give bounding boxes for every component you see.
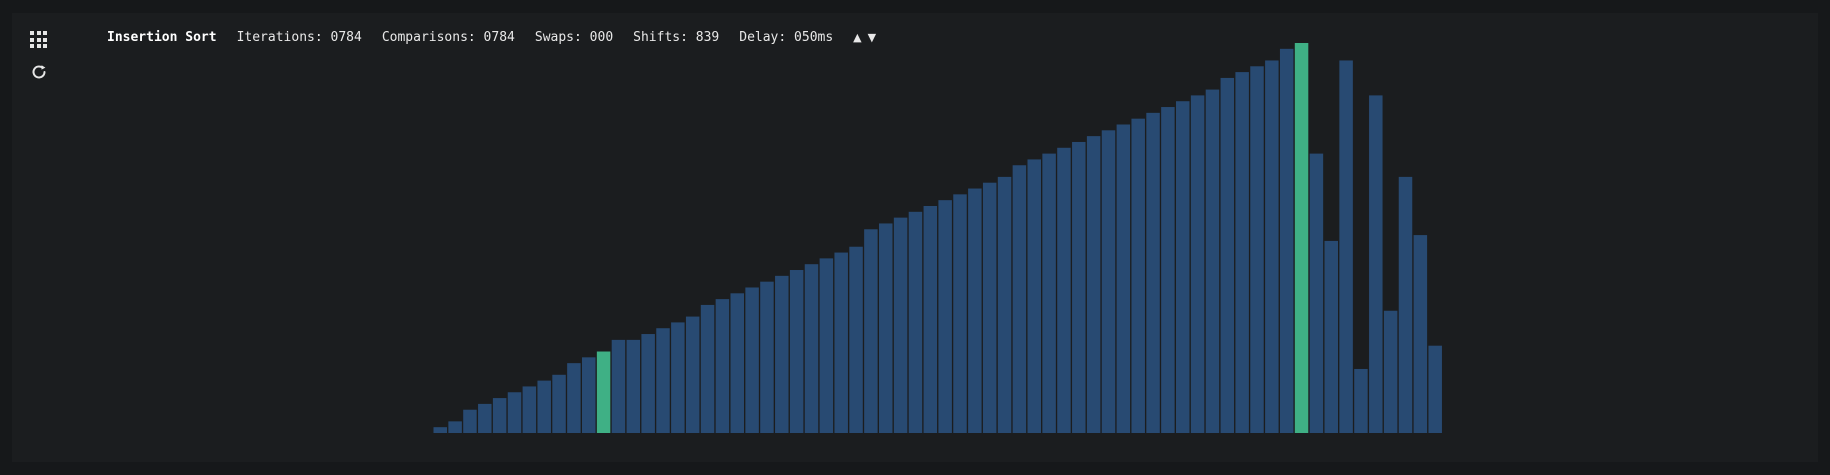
bar (1309, 153, 1324, 433)
bar (1383, 310, 1398, 433)
bar (804, 264, 819, 433)
delay-controls: ▲ ▼ (853, 31, 876, 44)
bar (1116, 124, 1131, 434)
bar (923, 205, 938, 433)
bar (1354, 368, 1368, 433)
algorithm-title: Insertion Sort (107, 29, 217, 45)
stats-bar: Insertion Sort Iterations: 0784 Comparis… (107, 28, 876, 46)
bar (1413, 235, 1428, 433)
bar (1101, 130, 1116, 433)
bar (626, 339, 641, 433)
bar (1131, 118, 1145, 434)
bar (1042, 153, 1056, 433)
bar (567, 363, 581, 433)
bar (997, 176, 1012, 433)
bar (448, 421, 462, 433)
bar (1072, 141, 1086, 433)
bar (1398, 176, 1413, 433)
bar (849, 246, 863, 433)
bar (834, 252, 848, 433)
bar (1176, 101, 1190, 434)
bar (730, 293, 744, 433)
bar (641, 334, 655, 433)
bar (1161, 107, 1175, 433)
bar (819, 258, 834, 433)
iterations-counter: Iterations: 0784 (236, 29, 362, 45)
bar (478, 403, 492, 433)
bar-active (1294, 43, 1309, 433)
delay-down-button[interactable]: ▼ (867, 30, 877, 44)
bar (1190, 95, 1205, 433)
bar (671, 322, 685, 433)
bar (1146, 112, 1160, 433)
bar (656, 328, 670, 433)
bar (1027, 159, 1041, 434)
shifts-counter: Shifts: 839 (633, 29, 720, 45)
swaps-counter: Swaps: 000 (534, 29, 614, 45)
grid-icon[interactable] (30, 31, 47, 48)
bar (1369, 95, 1383, 433)
bar (864, 229, 878, 433)
bar (1250, 66, 1264, 433)
bar (611, 339, 626, 433)
bar (537, 380, 551, 433)
bar (700, 304, 715, 433)
bar (1086, 136, 1101, 433)
bar (1205, 89, 1220, 433)
bar (1265, 60, 1279, 434)
bar (982, 182, 997, 433)
comparisons-counter: Comparisons: 0784 (381, 29, 515, 45)
delay-readout: Delay: 050ms (739, 29, 834, 45)
bar (1220, 77, 1235, 434)
bar (1428, 345, 1442, 433)
bar (1012, 165, 1027, 434)
bar (1339, 60, 1353, 434)
bar (879, 223, 893, 433)
bar (715, 299, 730, 433)
bar (908, 211, 923, 433)
bar (745, 287, 759, 433)
bar (1324, 240, 1338, 433)
bar (492, 398, 507, 433)
bar (507, 392, 522, 433)
bar (953, 194, 967, 433)
bar (775, 275, 789, 433)
bar (760, 281, 774, 433)
refresh-icon[interactable] (29, 62, 49, 82)
bar (893, 217, 908, 433)
bar (938, 200, 952, 433)
bar (968, 188, 982, 433)
bar (1057, 147, 1071, 433)
bar (1235, 72, 1249, 433)
bar-active (596, 351, 611, 433)
bar (463, 409, 477, 433)
bar (552, 374, 566, 433)
bar (522, 386, 537, 433)
bar (433, 427, 447, 433)
bar (582, 357, 596, 433)
bar (789, 270, 804, 433)
delay-up-button[interactable]: ▲ (853, 30, 862, 44)
bar (685, 316, 700, 433)
bar (1279, 48, 1294, 433)
